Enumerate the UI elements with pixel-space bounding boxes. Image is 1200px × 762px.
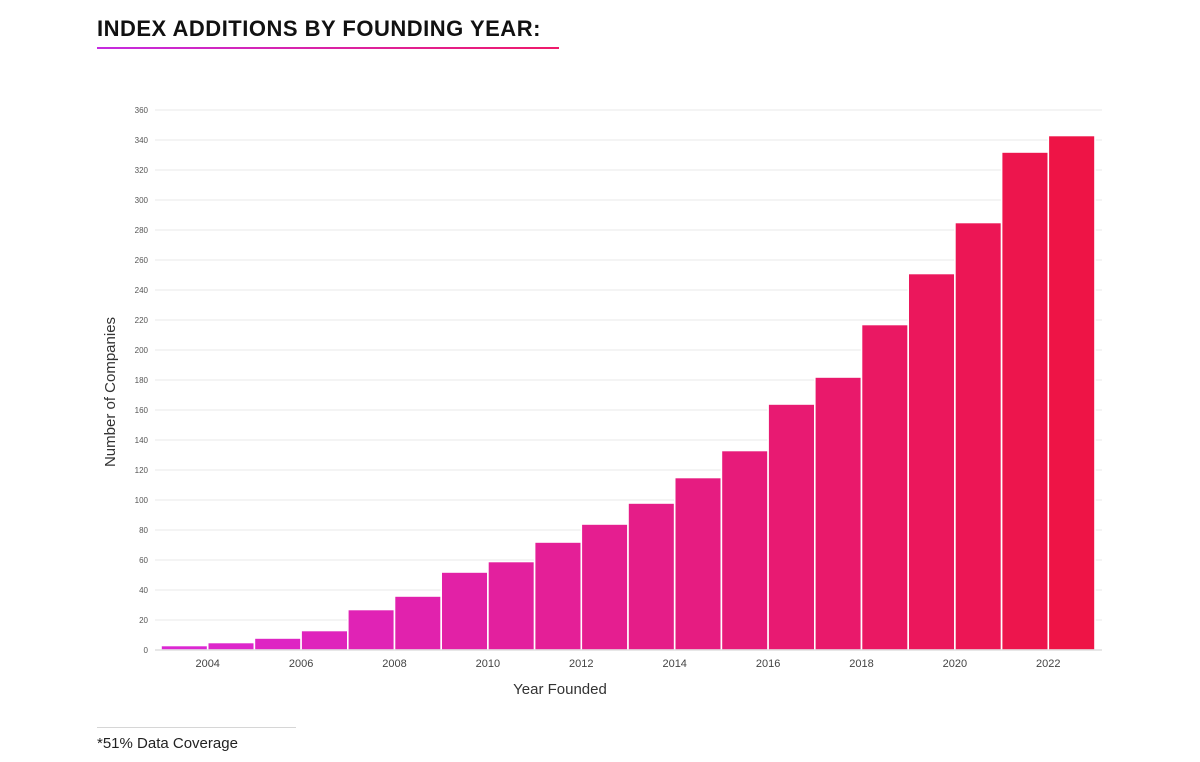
x-tick-label: 2012: [569, 658, 593, 670]
x-tick-label: 2016: [756, 658, 780, 670]
x-tick-label: 2010: [476, 658, 500, 670]
bar-2016: [767, 403, 816, 651]
bar-2014: [673, 476, 723, 651]
x-tick-label: 2014: [662, 658, 686, 670]
footnote: *51% Data Coverage: [97, 735, 238, 752]
y-tick-label: 60: [139, 556, 148, 565]
bar-2018: [860, 323, 910, 651]
y-tick-label: 120: [135, 466, 149, 475]
bar-2019: [907, 272, 956, 651]
bar-2015: [720, 449, 769, 651]
bar-2017: [813, 376, 863, 651]
bar-2006: [300, 629, 349, 651]
footnote-divider: [97, 727, 296, 728]
y-tick-label: 280: [135, 226, 149, 235]
y-tick-label: 160: [135, 406, 149, 415]
bar-2009: [440, 571, 489, 651]
y-tick-label: 100: [135, 496, 149, 505]
x-tick-label: 2022: [1036, 658, 1060, 670]
y-tick-label: 240: [135, 286, 149, 295]
bar-2005: [253, 637, 302, 651]
y-tick-label: 140: [135, 436, 149, 445]
y-tick-label: 80: [139, 526, 148, 535]
y-tick-label: 260: [135, 256, 149, 265]
x-axis-title: Year Founded: [513, 681, 607, 698]
y-tick-label: 360: [135, 106, 149, 115]
y-tick-label: 220: [135, 316, 149, 325]
y-tick-label: 340: [135, 136, 149, 145]
bar-2021: [1000, 151, 1050, 651]
bar-2004: [206, 641, 256, 651]
page-title: INDEX ADDITIONS BY FOUNDING YEAR:: [97, 16, 541, 41]
bar-chart: 0 20 40 60 80 100 120 140 160 180 200 220 240 260 280 3…: [102, 106, 1102, 698]
bar-2010: [487, 560, 536, 651]
bar-2007: [346, 608, 396, 651]
bar-2020: [954, 221, 1003, 651]
x-tick-label: 2008: [382, 658, 406, 670]
x-tick-label: 2018: [849, 658, 873, 670]
y-tick-label: 0: [144, 646, 149, 655]
bar-2013: [627, 502, 676, 651]
x-tick-label: 2006: [289, 658, 313, 670]
bar-2011: [533, 541, 583, 651]
y-tick-label: 40: [139, 586, 148, 595]
bar-2008: [393, 595, 443, 651]
y-axis-title: Number of Companies: [102, 317, 119, 467]
y-tick-label: 200: [135, 346, 149, 355]
y-tick-label: 20: [139, 616, 148, 625]
y-tick-label: 180: [135, 376, 149, 385]
title-underline: [97, 47, 559, 49]
y-tick-label: 320: [135, 166, 149, 175]
bar-2012: [580, 523, 629, 651]
bar-2003: [160, 644, 209, 651]
x-tick-label: 2020: [943, 658, 967, 670]
x-tick-label: 2004: [195, 658, 219, 670]
y-tick-label: 300: [135, 196, 149, 205]
bar-2022: [1047, 134, 1096, 651]
